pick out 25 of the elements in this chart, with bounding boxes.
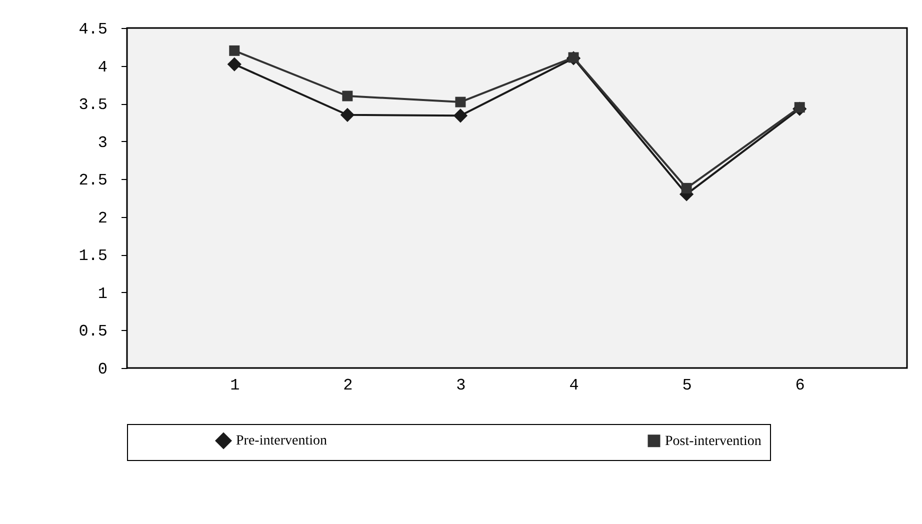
x-tick-label: 4: [569, 376, 579, 394]
y-tick-label: 3: [98, 134, 108, 152]
x-tick-label: 3: [456, 376, 466, 394]
point: [455, 96, 466, 108]
y-tick-label: 1: [98, 284, 108, 303]
x-tick-label: 2: [343, 376, 353, 394]
y-tick-label: 0: [98, 360, 108, 378]
x-tick-label: 5: [682, 376, 692, 394]
x-tick-label: 6: [795, 376, 805, 394]
y-tick-label: 0.5: [78, 322, 108, 341]
y-tick-label: 1.5: [78, 247, 108, 266]
point: [342, 90, 353, 102]
point: [229, 45, 240, 56]
point: [681, 182, 692, 194]
y-tick-label: 4.5: [78, 20, 108, 38]
y-tick-label: 2: [98, 209, 108, 228]
legend-label: Pre-intervention: [236, 434, 327, 449]
y-tick-label: 3.5: [78, 96, 108, 114]
y-tick-label: 4: [98, 58, 108, 76]
y-tick-label: 2.5: [78, 172, 108, 190]
point: [453, 108, 468, 123]
point: [340, 108, 355, 122]
legend-label: Post-intervention: [665, 434, 762, 449]
point: [227, 57, 242, 72]
x-tick-label: 1: [230, 376, 240, 394]
